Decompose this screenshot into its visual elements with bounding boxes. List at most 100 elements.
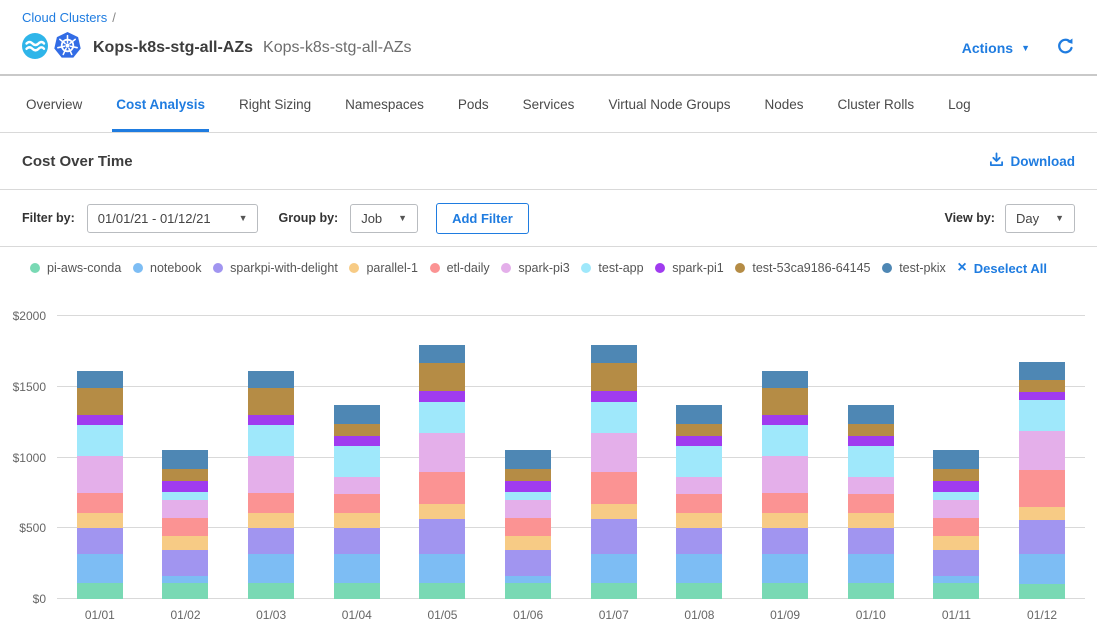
bar-segment-etl-daily[interactable] (848, 494, 894, 514)
bar-segment-test-pkix[interactable] (334, 405, 380, 424)
bar-segment-test-pkix[interactable] (762, 371, 808, 389)
bar-segment-sparkpi-with-delight[interactable] (591, 519, 637, 554)
bar-segment-test-53ca9186-64145[interactable] (762, 388, 808, 415)
legend-item-test-pkix[interactable]: test-pkix (882, 261, 946, 275)
bar-segment-spark-pi1[interactable] (762, 415, 808, 425)
bar-segment-test-app[interactable] (162, 492, 208, 500)
bar-segment-sparkpi-with-delight[interactable] (505, 550, 551, 576)
bar-segment-test-pkix[interactable] (676, 405, 722, 424)
bar-segment-parallel-1[interactable] (162, 536, 208, 550)
bar-segment-pi-aws-conda[interactable] (77, 583, 123, 599)
bar-segment-parallel-1[interactable] (334, 513, 380, 527)
bar-segment-spark-pi3[interactable] (162, 500, 208, 518)
bar-segment-spark-pi1[interactable] (933, 481, 979, 492)
bar-segment-spark-pi3[interactable] (848, 477, 894, 493)
bar-segment-test-53ca9186-64145[interactable] (676, 424, 722, 437)
bar-segment-spark-pi3[interactable] (676, 477, 722, 493)
bar-segment-test-53ca9186-64145[interactable] (77, 388, 123, 415)
date-range-select[interactable]: 01/01/21 - 01/12/21 ▼ (87, 204, 259, 233)
bar-segment-test-53ca9186-64145[interactable] (334, 424, 380, 437)
bar-segment-parallel-1[interactable] (505, 536, 551, 550)
bar-segment-etl-daily[interactable] (248, 493, 294, 513)
bar-segment-etl-daily[interactable] (419, 472, 465, 505)
bar-segment-spark-pi3[interactable] (505, 500, 551, 518)
bar-segment-pi-aws-conda[interactable] (248, 583, 294, 599)
bar-segment-notebook[interactable] (77, 554, 123, 583)
bar-segment-spark-pi1[interactable] (162, 481, 208, 492)
bar-segment-test-app[interactable] (591, 402, 637, 433)
bar-column-01/11[interactable]: 01/11 (933, 316, 979, 599)
bar-segment-parallel-1[interactable] (591, 504, 637, 519)
stacked-bar[interactable] (848, 405, 894, 599)
legend-item-test-53ca9186-64145[interactable]: test-53ca9186-64145 (735, 261, 870, 275)
bar-column-01/03[interactable]: 01/03 (248, 316, 294, 599)
bar-segment-test-pkix[interactable] (933, 450, 979, 468)
actions-button[interactable]: Actions ▼ (962, 40, 1030, 56)
bar-segment-spark-pi1[interactable] (77, 415, 123, 425)
bar-segment-spark-pi3[interactable] (591, 433, 637, 472)
bar-segment-etl-daily[interactable] (77, 493, 123, 513)
bar-segment-test-app[interactable] (933, 492, 979, 500)
bar-segment-test-app[interactable] (334, 446, 380, 478)
bar-segment-pi-aws-conda[interactable] (419, 583, 465, 599)
bar-segment-spark-pi3[interactable] (419, 433, 465, 472)
add-filter-button[interactable]: Add Filter (436, 203, 529, 234)
bar-segment-notebook[interactable] (676, 554, 722, 583)
bar-segment-notebook[interactable] (762, 554, 808, 583)
bar-segment-test-53ca9186-64145[interactable] (1019, 380, 1065, 391)
bar-segment-pi-aws-conda[interactable] (1019, 584, 1065, 599)
bar-segment-notebook[interactable] (334, 554, 380, 583)
tab-services[interactable]: Services (523, 76, 575, 132)
bar-segment-pi-aws-conda[interactable] (762, 583, 808, 599)
legend-item-etl-daily[interactable]: etl-daily (430, 261, 490, 275)
bar-segment-test-app[interactable] (1019, 400, 1065, 431)
bar-segment-notebook[interactable] (591, 554, 637, 583)
group-by-select[interactable]: Job ▼ (350, 204, 418, 233)
bar-segment-pi-aws-conda[interactable] (162, 583, 208, 599)
bar-segment-test-app[interactable] (505, 492, 551, 500)
bar-segment-test-53ca9186-64145[interactable] (591, 363, 637, 391)
bar-segment-test-pkix[interactable] (248, 371, 294, 389)
bar-segment-pi-aws-conda[interactable] (505, 583, 551, 599)
bar-segment-test-app[interactable] (848, 446, 894, 478)
bar-segment-sparkpi-with-delight[interactable] (676, 528, 722, 554)
tab-nodes[interactable]: Nodes (765, 76, 804, 132)
bar-segment-spark-pi3[interactable] (334, 477, 380, 493)
stacked-bar[interactable] (77, 371, 123, 599)
stacked-bar[interactable] (505, 450, 551, 599)
bar-segment-sparkpi-with-delight[interactable] (162, 550, 208, 576)
bar-segment-spark-pi1[interactable] (591, 391, 637, 402)
bar-column-01/05[interactable]: 01/05 (419, 316, 465, 599)
stacked-bar[interactable] (334, 405, 380, 599)
bar-segment-etl-daily[interactable] (1019, 470, 1065, 507)
stacked-bar[interactable] (933, 450, 979, 599)
breadcrumb-link-cloud-clusters[interactable]: Cloud Clusters (22, 10, 107, 25)
stacked-bar[interactable] (762, 371, 808, 599)
bar-column-01/04[interactable]: 01/04 (334, 316, 380, 599)
bar-segment-notebook[interactable] (1019, 554, 1065, 584)
bar-segment-spark-pi1[interactable] (334, 436, 380, 445)
bar-segment-test-53ca9186-64145[interactable] (848, 424, 894, 437)
bar-segment-sparkpi-with-delight[interactable] (762, 528, 808, 554)
bar-segment-notebook[interactable] (248, 554, 294, 583)
legend-item-spark-pi3[interactable]: spark-pi3 (501, 261, 569, 275)
bar-segment-parallel-1[interactable] (419, 504, 465, 519)
bar-segment-test-53ca9186-64145[interactable] (933, 469, 979, 481)
bar-column-01/09[interactable]: 01/09 (762, 316, 808, 599)
stacked-bar[interactable] (162, 450, 208, 599)
stacked-bar[interactable] (248, 371, 294, 599)
bar-segment-spark-pi1[interactable] (848, 436, 894, 445)
view-by-select[interactable]: Day ▼ (1005, 204, 1075, 233)
bar-segment-notebook[interactable] (848, 554, 894, 583)
bar-segment-etl-daily[interactable] (676, 494, 722, 514)
bar-segment-spark-pi3[interactable] (1019, 431, 1065, 470)
bar-segment-etl-daily[interactable] (334, 494, 380, 514)
bar-segment-spark-pi1[interactable] (419, 391, 465, 402)
stacked-bar[interactable] (591, 345, 637, 599)
bar-segment-notebook[interactable] (419, 554, 465, 583)
bar-segment-etl-daily[interactable] (505, 518, 551, 536)
bar-segment-test-app[interactable] (248, 425, 294, 456)
bar-segment-spark-pi1[interactable] (505, 481, 551, 492)
legend-item-parallel-1[interactable]: parallel-1 (349, 261, 417, 275)
bar-segment-parallel-1[interactable] (933, 536, 979, 550)
